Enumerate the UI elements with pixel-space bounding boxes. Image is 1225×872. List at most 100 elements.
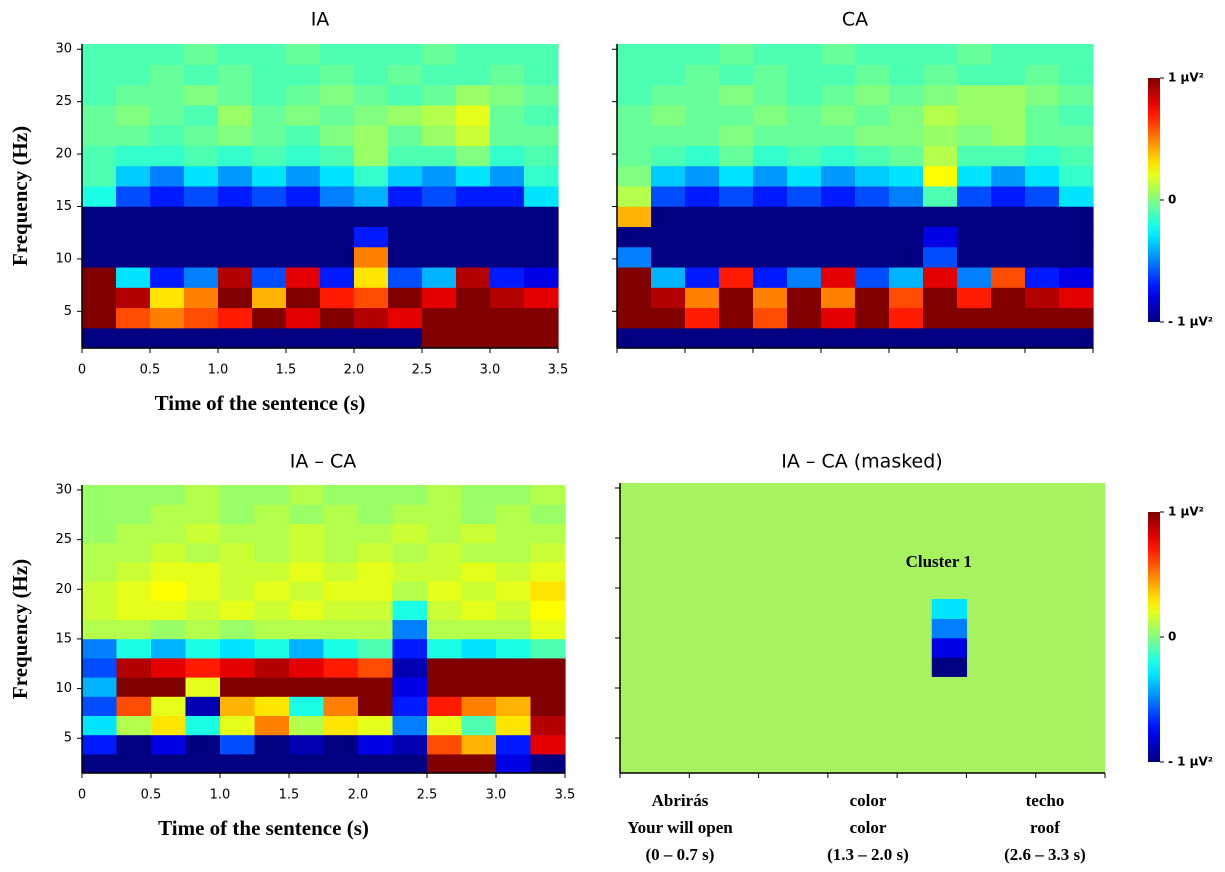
heatmap-cell <box>354 246 389 268</box>
heatmap-cell <box>753 64 788 86</box>
heatmap-cell <box>422 226 457 248</box>
heatmap-cell <box>151 561 187 582</box>
heatmap-cell <box>150 266 185 288</box>
heatmap-cell <box>320 206 355 227</box>
heatmap-cell <box>116 638 152 659</box>
heatmap-cell <box>719 64 754 86</box>
heatmap-cell <box>685 64 720 86</box>
heatmap-cell <box>957 145 992 167</box>
heatmap-cell <box>150 44 185 65</box>
heatmap-cell <box>753 226 788 248</box>
heatmap-cell <box>82 125 117 146</box>
heatmap-cell <box>82 246 117 268</box>
heatmap-cell <box>855 44 890 65</box>
heatmap-cell <box>392 677 428 697</box>
heatmap-cell <box>358 734 394 755</box>
heatmap-cell <box>685 327 720 349</box>
heatmap-cell <box>82 677 118 697</box>
heatmap-cell <box>427 696 463 716</box>
heatmap-cell <box>185 696 221 716</box>
heatmap-cell <box>524 44 559 65</box>
heatmap-cell <box>388 84 423 106</box>
heatmap-cell <box>422 145 457 167</box>
heatmap-cell <box>422 327 457 349</box>
heatmap-cell <box>490 64 525 86</box>
heatmap-cell <box>496 619 532 640</box>
heatmap-cell <box>354 165 389 187</box>
heatmap-cell <box>957 125 992 146</box>
heatmap-cell <box>289 523 325 544</box>
heatmap-cell <box>82 504 118 524</box>
heatmap-cell <box>354 327 389 349</box>
heatmap-cell <box>685 307 720 329</box>
heatmap-cell <box>218 104 253 126</box>
heatmap-cell <box>82 657 118 678</box>
heatmap-cell <box>289 638 325 659</box>
heatmap-cell <box>991 287 1026 309</box>
x-tick-label: 1.5 <box>279 788 300 803</box>
heatmap-cell <box>320 104 355 126</box>
heatmap-cell <box>252 125 287 146</box>
heatmap-cell <box>392 523 428 544</box>
heatmap-cell <box>685 44 720 65</box>
heatmap-cell <box>651 226 686 248</box>
heatmap-cell <box>855 104 890 126</box>
heatmap-cell <box>358 600 394 620</box>
heatmap-cell <box>496 715 532 736</box>
heatmap-cell <box>923 266 958 288</box>
heatmap-cell <box>82 104 117 126</box>
heatmap-cell <box>422 246 457 268</box>
heatmap-cell <box>116 581 152 601</box>
heatmap-cell <box>427 638 463 659</box>
heatmap-cell <box>651 84 686 106</box>
heatmap-cell <box>787 185 822 207</box>
heatmap-cell <box>116 165 151 187</box>
heatmap-cell <box>427 542 463 563</box>
heatmap-cell <box>456 104 491 126</box>
heatmap-cell <box>252 145 287 167</box>
heatmap-cell <box>286 104 321 126</box>
heatmap-cell <box>184 44 219 65</box>
heatmap-cell <box>323 523 359 544</box>
heatmap-cell <box>456 206 491 227</box>
heatmap-cell <box>82 266 117 288</box>
heatmap-cell <box>719 125 754 146</box>
heatmap-cell <box>392 715 428 736</box>
heatmap-cell <box>651 246 686 268</box>
heatmap-cell <box>496 485 532 505</box>
colorbar-label: 0 <box>1168 630 1176 644</box>
heatmap-cell <box>286 44 321 65</box>
heatmap-cell <box>456 84 491 106</box>
heatmap-cell <box>524 185 559 207</box>
heatmap-cell <box>220 657 256 678</box>
heatmap-cell <box>651 327 686 349</box>
heatmap-cell <box>184 125 219 146</box>
heatmap-cell <box>218 307 253 329</box>
heatmap-cell <box>991 165 1026 187</box>
heatmap-cell <box>685 145 720 167</box>
heatmap-cell <box>116 185 151 207</box>
heatmap-cell <box>787 287 822 309</box>
heatmap-cell <box>1059 84 1094 106</box>
heatmap-cell <box>116 734 152 755</box>
heatmap-cell <box>496 734 532 755</box>
heatmap-cell <box>753 104 788 126</box>
heatmap-cell <box>82 619 118 640</box>
heatmap-cell <box>530 753 566 774</box>
heatmap-cell <box>957 287 992 309</box>
heatmap-cell <box>116 715 152 736</box>
heatmap-cell <box>461 734 497 755</box>
heatmap-cell <box>530 696 566 716</box>
heatmap-cell <box>151 696 187 716</box>
heatmap-cell <box>461 542 497 563</box>
heatmap-cell <box>220 542 256 563</box>
heatmap-cell <box>530 657 566 678</box>
heatmap-cell <box>787 165 822 187</box>
heatmap-cell <box>957 246 992 268</box>
x-annotation: (0 – 0.7 s) <box>646 845 715 864</box>
heatmap-cell <box>286 327 321 349</box>
heatmap-cell <box>461 523 497 544</box>
heatmap-cell <box>524 307 559 329</box>
heatmap-cell <box>1059 125 1094 146</box>
heatmap-cell <box>427 715 463 736</box>
